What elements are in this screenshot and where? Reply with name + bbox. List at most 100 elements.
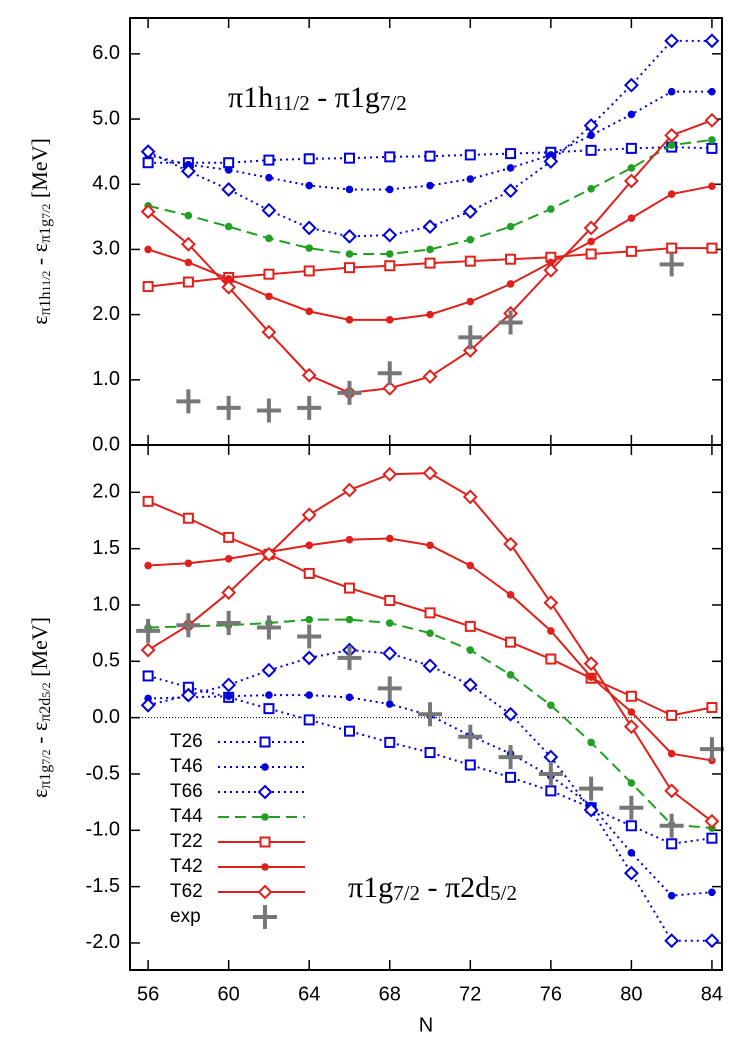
x-tick-label: 72 <box>459 983 481 1005</box>
legend-symbol <box>257 784 273 800</box>
ylabel-part: ε <box>27 789 52 798</box>
marker <box>498 745 523 770</box>
y-tick-label: -1.0 <box>86 819 120 841</box>
marker <box>587 673 595 681</box>
legend-label: T46 <box>170 756 203 777</box>
marker <box>708 182 716 190</box>
marker <box>345 693 354 702</box>
ylabel-part: 7/2 <box>39 749 53 764</box>
marker <box>667 190 676 198</box>
marker <box>184 258 193 267</box>
marker <box>464 759 476 771</box>
marker <box>136 618 161 643</box>
marker <box>261 546 277 562</box>
marker <box>664 783 680 799</box>
series <box>144 87 716 194</box>
marker <box>385 185 394 194</box>
marker <box>585 144 597 156</box>
y-tick-label: 5.0 <box>92 107 120 129</box>
marker <box>704 33 720 49</box>
marker <box>305 541 314 550</box>
marker <box>659 813 684 838</box>
ylabel-part: π1g <box>37 765 54 789</box>
legend-symbol <box>261 763 269 771</box>
marker <box>708 136 716 144</box>
marker <box>301 650 317 666</box>
marker <box>422 658 438 674</box>
marker <box>345 316 354 324</box>
marker <box>426 310 434 319</box>
marker <box>424 257 436 269</box>
marker <box>505 148 517 160</box>
marker <box>301 367 317 383</box>
marker <box>547 258 555 267</box>
marker <box>708 87 716 96</box>
x-tick-label: 68 <box>379 983 401 1005</box>
marker <box>263 268 275 280</box>
y-tick-label: -1.5 <box>86 875 120 897</box>
marker <box>708 888 716 897</box>
marker <box>543 595 559 611</box>
marker <box>303 714 315 726</box>
marker <box>545 653 557 665</box>
marker <box>503 183 518 199</box>
ylabel-part: 5/2 <box>39 682 53 697</box>
series <box>176 252 684 423</box>
marker <box>547 701 555 710</box>
marker <box>301 220 317 236</box>
marker <box>426 181 434 190</box>
marker <box>506 671 515 679</box>
series <box>144 136 716 258</box>
marker <box>184 211 193 220</box>
legend-marker <box>259 836 271 848</box>
marker <box>623 77 639 93</box>
annotation: π1h11/2 - π1g7/2 <box>228 81 407 115</box>
y-tick-label: 2.0 <box>92 303 120 325</box>
marker <box>345 250 354 258</box>
marker <box>627 708 636 716</box>
series <box>136 611 724 838</box>
marker <box>223 531 235 543</box>
marker <box>627 110 636 119</box>
y-tick-label: 1.5 <box>92 537 120 559</box>
marker <box>140 204 156 220</box>
marker <box>263 703 275 715</box>
marker <box>579 776 604 801</box>
marker <box>142 670 154 682</box>
y-tick-label: 0.0 <box>92 433 120 455</box>
marker <box>384 736 396 748</box>
marker <box>426 629 434 637</box>
ylabel-part: 11/2 <box>39 271 53 292</box>
marker <box>303 567 315 579</box>
marker <box>667 749 676 758</box>
marker <box>706 832 718 844</box>
marker <box>585 248 597 260</box>
marker <box>382 646 398 661</box>
marker <box>667 141 676 149</box>
marker <box>385 700 394 708</box>
marker <box>216 611 241 636</box>
marker <box>706 702 718 713</box>
y-tick-label: -2.0 <box>86 931 120 953</box>
marker <box>337 645 362 670</box>
y-tick-label: 1.0 <box>92 368 120 390</box>
marker <box>666 709 678 721</box>
marker <box>382 466 398 482</box>
marker <box>538 761 563 786</box>
marker <box>426 541 434 550</box>
marker <box>305 181 314 190</box>
x-tick-label: 84 <box>701 983 723 1005</box>
marker <box>182 276 194 288</box>
legend-symbol <box>259 736 271 748</box>
marker <box>343 725 355 737</box>
ylabel-part: π1h <box>37 291 54 315</box>
ylabel-part: ε <box>27 316 52 325</box>
x-tick-label: 76 <box>540 983 562 1005</box>
marker <box>297 624 322 649</box>
annotation-part: 7/2 <box>393 881 420 905</box>
marker <box>667 87 676 96</box>
marker <box>583 118 599 133</box>
marker <box>221 585 237 601</box>
marker <box>343 152 355 164</box>
